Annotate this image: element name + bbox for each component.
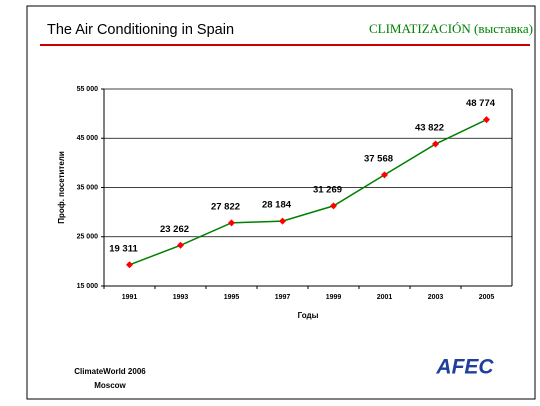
y-tick-label: 25 000 <box>77 234 99 241</box>
logo: AFEC <box>435 356 494 379</box>
marker <box>279 217 286 225</box>
x-tick-label: 2001 <box>377 294 393 301</box>
footer-line: Moscow <box>94 381 126 390</box>
data-line <box>129 118 487 266</box>
x-tick-label: 1999 <box>326 294 342 301</box>
y-tick-label: 45 000 <box>77 135 99 142</box>
marker <box>381 171 388 179</box>
y-tick-label: 15 000 <box>77 283 99 290</box>
marker <box>177 241 184 249</box>
data-label: 31 269 <box>313 184 342 195</box>
x-axis-label: Годы <box>298 311 319 320</box>
y-tick-label: 35 000 <box>77 184 99 191</box>
data-label: 37 568 <box>364 153 393 164</box>
marker <box>228 219 235 227</box>
data-label: 48 774 <box>466 98 496 109</box>
marker <box>483 116 490 124</box>
slide-frame <box>26 5 536 400</box>
slide-subtitle: CLIMATIZACIÓN (выставка) <box>369 21 533 36</box>
x-tick-label: 1991 <box>122 294 138 301</box>
slide-title: The Air Conditioning in Spain <box>47 22 234 38</box>
x-tick-label: 2005 <box>479 294 495 301</box>
y-axis-label: Проф. посетители <box>57 151 66 224</box>
footer-line: ClimateWorld 2006 <box>74 367 146 376</box>
x-tick-label: 1997 <box>275 294 291 301</box>
x-tick-label: 1995 <box>224 294 240 301</box>
data-label: 27 822 <box>211 201 240 212</box>
data-label: 28 184 <box>262 200 292 211</box>
x-tick-label: 1993 <box>173 294 189 301</box>
data-label: 23 262 <box>160 224 189 235</box>
y-tick-label: 55 000 <box>77 86 99 93</box>
data-label: 19 311 <box>109 243 138 254</box>
marker <box>330 202 337 210</box>
data-label: 43 822 <box>415 123 444 134</box>
marker <box>432 140 439 148</box>
marker <box>126 261 133 269</box>
x-tick-label: 2003 <box>428 294 444 301</box>
